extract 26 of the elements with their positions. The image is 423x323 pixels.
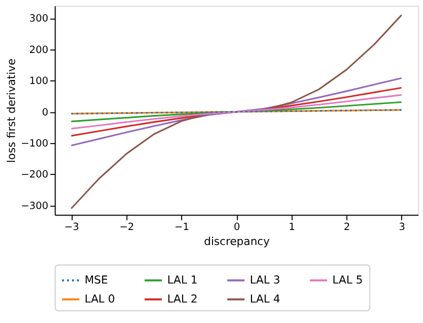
- y-tick-label: −300: [20, 200, 48, 212]
- line-series: [70, 94, 402, 130]
- x-tick-label: −3: [64, 222, 80, 234]
- y-tick-label: 0: [42, 107, 48, 118]
- legend-label: LAL 2: [167, 292, 198, 306]
- legend-label: LAL 4: [250, 292, 280, 306]
- y-tick-label: −200: [20, 170, 48, 181]
- y-tick-label: 100: [29, 76, 48, 88]
- y-tick-label: 300: [29, 14, 48, 25]
- x-tick-label: 3: [398, 222, 406, 234]
- y-tick-label: 200: [29, 44, 48, 56]
- line-series: [70, 77, 402, 146]
- x-tick-label: 0: [234, 222, 240, 234]
- legend-label: LAL 1: [167, 273, 198, 286]
- legend-label: LAL 3: [250, 273, 280, 286]
- x-tick-label: 2: [344, 222, 350, 234]
- line-series: [70, 101, 402, 122]
- x-tick-label: −2: [119, 222, 134, 234]
- x-tick-label: 1: [288, 222, 296, 234]
- x-axis-title: discrepancy: [204, 235, 270, 248]
- y-tick-label: −100: [20, 138, 48, 150]
- legend-label: LAL 0: [84, 292, 115, 306]
- y-axis-title: loss first derivative: [4, 58, 18, 163]
- legend-label: LAL 5: [332, 273, 363, 286]
- x-tick-label: −1: [174, 222, 190, 234]
- legend-label: MSE: [84, 273, 108, 286]
